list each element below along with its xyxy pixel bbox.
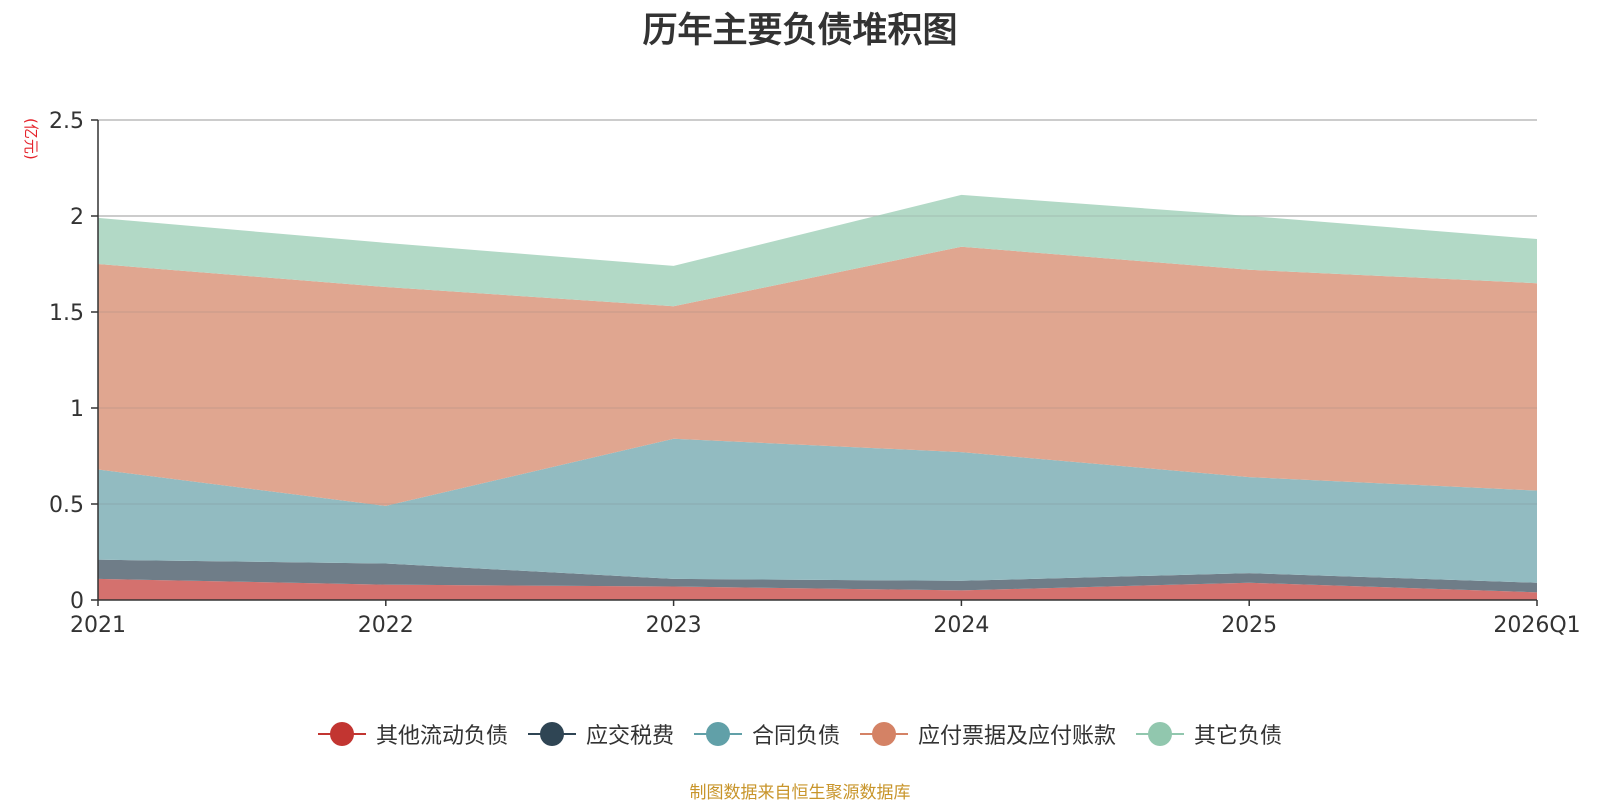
y-tick-label: 0 — [70, 589, 84, 614]
y-tick-label: 1 — [70, 397, 84, 422]
y-tick-label: 0.5 — [49, 493, 84, 518]
legend-marker-icon — [860, 722, 908, 746]
legend-marker-icon — [693, 722, 742, 746]
y-tick-label: 1.5 — [49, 301, 84, 326]
legend-label: 应交税费 — [585, 724, 674, 749]
x-tick-label: 2022 — [358, 613, 414, 638]
legend-item[interactable]: 应付票据及应付账款 — [860, 718, 1116, 750]
y-tick-label: 2.5 — [49, 109, 84, 134]
area-series-4 — [98, 246, 1537, 506]
legend-item[interactable]: 合同负债 — [693, 718, 840, 750]
x-tick-label: 2025 — [1221, 613, 1277, 638]
legend-label: 应付票据及应付账款 — [918, 724, 1117, 749]
legend-item[interactable]: 其他流动负债 — [317, 718, 508, 750]
area-series-5 — [98, 194, 1537, 307]
chart-title: 历年主要负债堆积图 — [642, 11, 958, 51]
legend-marker-icon — [527, 722, 576, 746]
area-series-2 — [98, 559, 1537, 593]
area-series-3 — [98, 438, 1537, 583]
source-note: 制图数据来自恒生聚源数据库 — [689, 783, 911, 803]
legend-marker-icon — [1136, 722, 1185, 746]
y-tick-label: 2 — [70, 205, 84, 230]
chart-legend: 其他流动负债 应交税费 合同负债 应付票据及应付账款 其它负债 — [0, 718, 1600, 750]
legend-marker-icon — [317, 722, 366, 746]
legend-item[interactable]: 应交税费 — [527, 718, 674, 750]
legend-label: 合同负债 — [751, 724, 840, 749]
legend-label: 其他流动负债 — [375, 724, 508, 749]
x-tick-label: 2026Q1 — [1493, 613, 1580, 638]
x-tick-label: 2021 — [70, 613, 126, 638]
x-tick-label: 2023 — [646, 613, 702, 638]
x-tick-label: 2024 — [933, 613, 989, 638]
legend-item[interactable]: 其它负债 — [1136, 718, 1282, 750]
legend-label: 其它负债 — [1194, 724, 1283, 749]
area-series-1 — [98, 578, 1537, 600]
